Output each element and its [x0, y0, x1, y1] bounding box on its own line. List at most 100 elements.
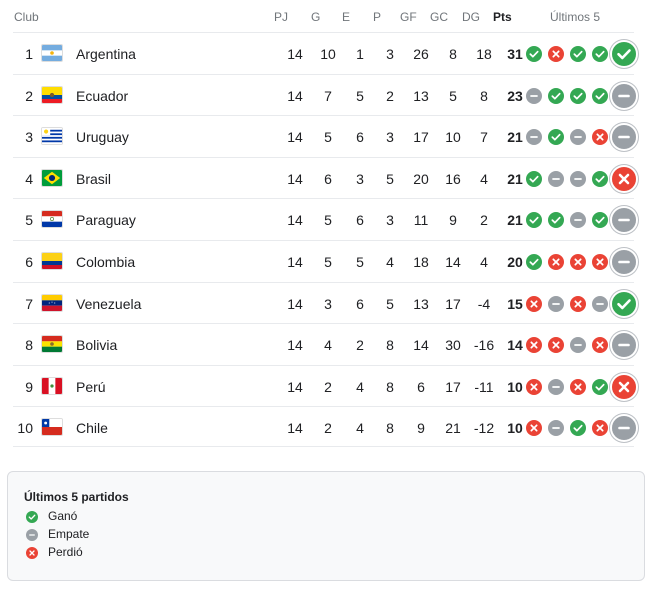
result-loss-icon[interactable] [526, 295, 542, 312]
stat-gc: 17 [445, 295, 461, 312]
stat-dg: 7 [480, 129, 488, 146]
result-draw-icon[interactable] [526, 87, 542, 104]
team-name[interactable]: Uruguay [76, 129, 129, 146]
result-draw-icon[interactable] [612, 416, 636, 441]
result-win-icon[interactable] [570, 46, 586, 62]
result-loss-icon[interactable] [592, 337, 608, 354]
chile-flag-icon [41, 418, 63, 437]
result-draw-icon[interactable] [612, 250, 636, 274]
result-loss-icon[interactable] [592, 254, 608, 270]
stat-pts: 10 [507, 420, 523, 437]
result-win-icon[interactable] [526, 170, 542, 187]
result-draw-icon[interactable] [570, 170, 586, 187]
result-loss-icon[interactable] [570, 254, 586, 270]
team-name[interactable]: Perú [76, 378, 106, 395]
table-row[interactable]: 5 Paraguay 14 5 6 3 11 9 2 21 [13, 198, 636, 239]
position: 5 [25, 212, 33, 229]
stat-pts: 21 [507, 170, 523, 187]
result-win-icon[interactable] [526, 46, 542, 62]
result-draw-icon[interactable] [570, 212, 586, 229]
result-win-icon[interactable] [570, 87, 586, 104]
stat-p: 3 [386, 212, 394, 229]
team-name[interactable]: Venezuela [76, 295, 142, 312]
stat-p: 5 [386, 295, 394, 312]
stat-gc: 14 [445, 254, 461, 270]
table-row[interactable]: 2 Ecuador 14 7 5 2 13 5 8 23 [13, 73, 636, 115]
result-win-icon[interactable] [548, 87, 564, 104]
stat-pj: 14 [287, 170, 303, 187]
stat-pts: 23 [507, 87, 523, 104]
result-loss-icon[interactable] [592, 129, 608, 146]
stat-gf: 14 [413, 337, 429, 354]
result-loss-icon[interactable] [612, 374, 636, 399]
result-win-icon[interactable] [592, 87, 608, 104]
result-draw-icon[interactable] [548, 420, 564, 437]
header-pj: PJ [274, 10, 289, 24]
result-win-icon[interactable] [526, 212, 542, 229]
table-row[interactable]: 8 Bolivia 14 4 2 8 14 30 -16 14 [13, 323, 636, 364]
stat-pj: 14 [287, 337, 303, 354]
header-gf: GF [400, 10, 417, 24]
table-row[interactable]: 4 Brasil 14 6 3 5 20 16 4 21 [13, 156, 636, 198]
table-row[interactable]: 1 Argentina 14 10 1 3 26 8 18 31 [13, 32, 636, 73]
result-draw-icon[interactable] [548, 378, 564, 395]
result-draw-icon[interactable] [612, 333, 636, 358]
stat-e: 6 [356, 295, 364, 312]
team-name[interactable]: Colombia [76, 254, 136, 270]
header-p: P [373, 10, 382, 24]
result-loss-icon[interactable] [548, 254, 564, 270]
result-win-icon[interactable] [570, 420, 586, 437]
result-loss-icon[interactable] [548, 46, 564, 62]
stat-e: 4 [356, 378, 364, 395]
stat-gf: 18 [413, 254, 429, 270]
result-draw-icon[interactable] [570, 129, 586, 146]
stat-p: 8 [386, 378, 394, 395]
result-draw-icon[interactable] [592, 295, 608, 312]
result-win-icon[interactable] [592, 378, 608, 395]
result-win-icon[interactable] [592, 170, 608, 187]
result-loss-icon[interactable] [526, 337, 542, 354]
team-name[interactable]: Ecuador [76, 87, 129, 104]
team-name[interactable]: Brasil [76, 170, 112, 187]
result-win-icon[interactable] [592, 46, 608, 62]
result-win-icon[interactable] [548, 129, 564, 146]
result-loss-icon[interactable] [570, 378, 586, 395]
table-row[interactable]: 7 Venezuela 14 3 6 5 13 17 -4 15 [13, 281, 636, 323]
stat-gf: 6 [417, 378, 425, 395]
result-win-icon[interactable] [592, 212, 608, 229]
result-loss-icon[interactable] [570, 295, 586, 312]
header-last5: Últimos 5 [550, 10, 601, 24]
team-name[interactable]: Bolivia [76, 337, 118, 354]
table-row[interactable]: 10 Chile 14 2 4 8 9 21 -12 10 [13, 406, 636, 448]
result-loss-icon[interactable] [592, 420, 608, 437]
result-draw-icon[interactable] [570, 337, 586, 354]
result-loss-icon[interactable] [526, 420, 542, 437]
result-draw-icon[interactable] [612, 208, 636, 233]
stat-dg: -11 [474, 378, 494, 395]
result-loss-icon[interactable] [548, 337, 564, 354]
stat-g: 6 [324, 170, 332, 187]
table-row[interactable]: 9 Perú 14 2 4 8 6 17 -11 10 [13, 364, 636, 406]
table-row[interactable]: 6 Colombia 14 5 5 4 18 14 4 20 [13, 240, 636, 281]
result-win-icon[interactable] [548, 212, 564, 229]
result-loss-icon[interactable] [612, 166, 636, 191]
stat-dg: -16 [473, 337, 495, 354]
result-win-icon[interactable] [612, 42, 636, 66]
result-draw-icon[interactable] [526, 129, 542, 146]
result-loss-icon[interactable] [526, 378, 542, 395]
stat-g: 4 [324, 337, 332, 354]
position: 1 [25, 46, 33, 62]
result-draw-icon[interactable] [548, 295, 564, 312]
stat-p: 8 [386, 337, 394, 354]
result-win-icon[interactable] [612, 291, 636, 316]
table-row[interactable]: 3 Uruguay 14 5 6 3 17 10 7 21 [13, 115, 636, 156]
result-draw-icon[interactable] [548, 170, 564, 187]
team-name[interactable]: Chile [76, 420, 108, 437]
result-draw-icon[interactable] [612, 125, 636, 150]
result-win-icon[interactable] [526, 254, 542, 270]
position: 4 [25, 170, 33, 187]
stat-dg: 4 [480, 254, 488, 270]
result-draw-icon[interactable] [612, 83, 636, 108]
team-name[interactable]: Paraguay [76, 212, 136, 229]
team-name[interactable]: Argentina [76, 46, 136, 62]
